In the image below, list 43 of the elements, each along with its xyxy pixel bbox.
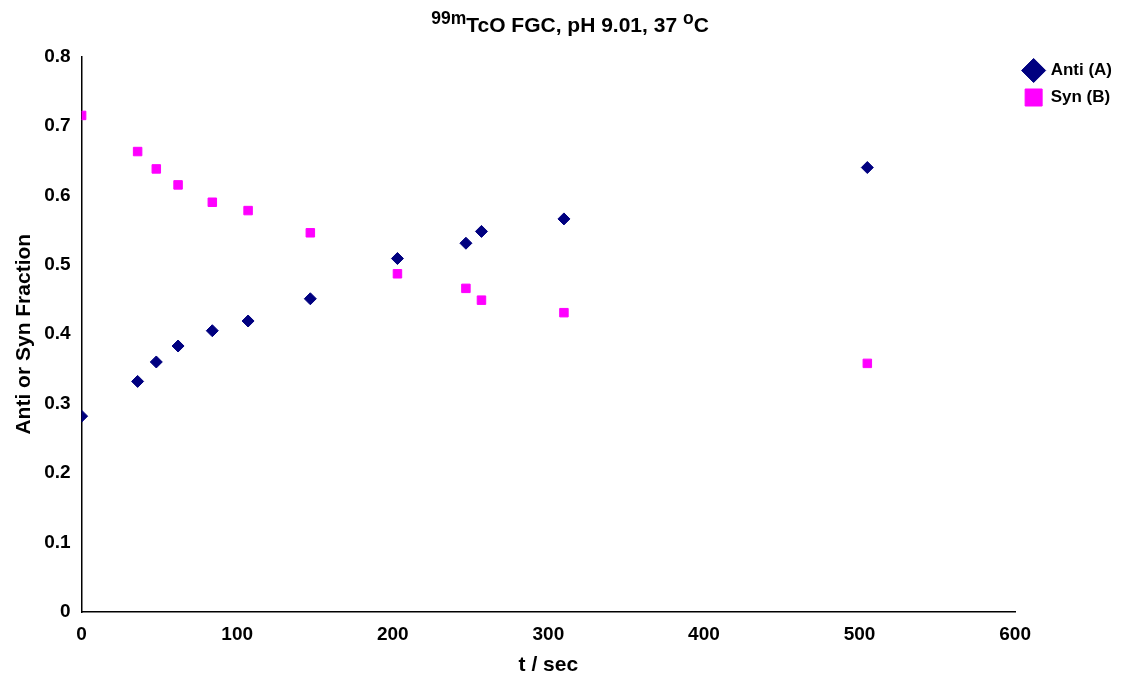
point <box>241 314 255 328</box>
point <box>474 224 488 238</box>
y-tick-label: 0.4 <box>44 322 72 344</box>
y-tick-label: 0.2 <box>44 461 71 483</box>
legend-label: Anti (A) <box>1050 60 1113 80</box>
x-tick-label: 0 <box>76 622 87 644</box>
point <box>390 252 404 265</box>
y-tick-label: 0.6 <box>44 183 71 205</box>
point <box>459 236 473 250</box>
y-tick-label: 0.7 <box>44 114 71 136</box>
point <box>243 205 253 216</box>
point <box>303 292 317 306</box>
x-tick-label: 200 <box>376 622 409 644</box>
point <box>207 197 218 207</box>
point <box>305 228 316 238</box>
x-tick-label: 100 <box>221 622 254 644</box>
point <box>171 339 185 353</box>
y-tick-label: 0.3 <box>44 391 71 413</box>
point <box>862 358 873 369</box>
point <box>860 161 874 175</box>
point <box>131 374 145 388</box>
point <box>173 180 183 190</box>
x-tick-label: 300 <box>532 622 565 644</box>
x-tick-label: 500 <box>843 622 876 644</box>
x-tick-label: 600 <box>999 622 1031 644</box>
y-tick-label: 0.5 <box>44 252 72 274</box>
y-tick-label: 0.8 <box>44 44 71 66</box>
point <box>461 283 471 294</box>
y-tick-label: 0.1 <box>44 530 72 552</box>
legend-label: Syn (B) <box>1050 87 1111 107</box>
point <box>559 307 569 318</box>
x-axis-title: t / sec <box>518 652 579 676</box>
y-axis-title: Anti or Syn Fraction <box>11 233 35 435</box>
point <box>205 324 219 338</box>
point <box>149 355 163 369</box>
point <box>476 295 487 305</box>
chart-title: $^{99m}$TcO FGC, pH 9.01, 37 $^{o}$C <box>430 8 710 38</box>
x-tick-label: 400 <box>688 622 720 644</box>
point <box>132 146 143 157</box>
point <box>151 164 162 174</box>
y-tick-label: 0 <box>60 600 71 622</box>
point <box>557 212 571 226</box>
point <box>392 269 403 279</box>
